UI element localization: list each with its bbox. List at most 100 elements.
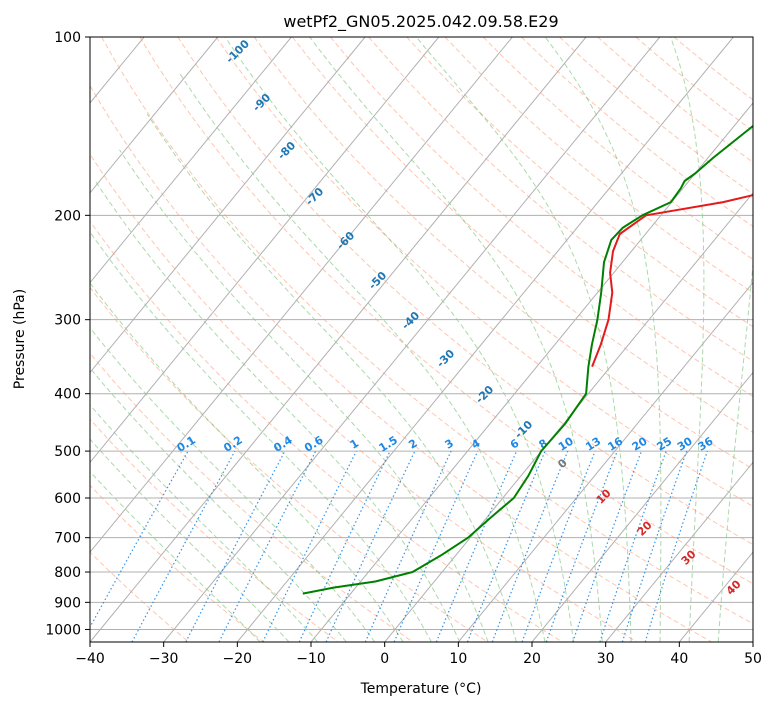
x-tick-label: 40	[670, 651, 688, 667]
dry-adiabat	[90, 352, 414, 642]
isotherm-line	[0, 37, 70, 642]
moist-adiabat	[224, 37, 575, 642]
x-tick-label: 10	[449, 651, 467, 667]
isotherm-line	[384, 192, 753, 642]
mixing-ratio-line	[644, 450, 708, 642]
y-tick-label: 100	[54, 30, 81, 46]
isotherm-label: 20	[635, 518, 655, 538]
y-tick-label: 800	[54, 565, 81, 581]
dry-adiabat	[101, 37, 753, 625]
dry-adiabat	[90, 286, 488, 642]
mixing-ratio-line	[491, 450, 569, 642]
dry-adiabat	[406, 37, 753, 328]
y-tick-label: 200	[54, 208, 81, 224]
dewpoint-profile	[302, 124, 753, 595]
moist-adiabat	[717, 258, 753, 642]
isotherm-label: 40	[724, 577, 744, 597]
dry-adiabat	[90, 220, 563, 642]
plot-frame	[89, 36, 754, 643]
mixing-ratio-line	[545, 450, 618, 642]
isotherm-line	[90, 37, 292, 284]
background-line-labels: 0.1 0.2 0.4 0.6 1 1.5 2 3 4 6 8 10 13 16 20 25 30 36-100-…	[175, 37, 744, 598]
x-tick-label: −40	[75, 651, 105, 667]
dry-adiabat	[292, 37, 753, 433]
dry-adiabat	[90, 484, 264, 642]
x-tick-label: −10	[296, 651, 326, 667]
y-tick-label: 1000	[45, 622, 81, 638]
isotherm-line	[531, 371, 753, 642]
isotherm-line	[752, 641, 753, 642]
mixing-ratio-line	[262, 450, 357, 642]
moist-adiabat	[670, 37, 705, 642]
y-tick-label: 900	[54, 595, 81, 611]
dry-adiabat	[368, 37, 753, 362]
moist-adiabat	[90, 470, 261, 642]
x-tick-label: 0	[380, 651, 389, 667]
isotherm-label: -10	[512, 418, 535, 441]
dry-adiabat	[253, 37, 753, 470]
x-tick-label: 30	[597, 651, 615, 667]
dry-adiabat	[90, 418, 339, 642]
isotherm-label: -90	[250, 91, 273, 114]
moist-adiabat	[90, 367, 347, 642]
mixing-ratio-label: 3	[443, 437, 456, 452]
isotherm-line	[90, 37, 513, 553]
mixing-ratio-label: 1.5	[377, 433, 400, 454]
y-tick-label: 400	[54, 387, 81, 403]
moist-adiabat	[90, 438, 290, 642]
moist-adiabat	[90, 282, 404, 642]
mixing-ratio-line	[466, 450, 546, 642]
mixing-ratio-line	[521, 450, 596, 642]
isotherm-label: -60	[334, 229, 357, 252]
mixing-ratio-line	[218, 450, 317, 642]
moist-adiabat	[309, 37, 603, 642]
dry-adiabat	[90, 84, 712, 642]
isotherm-label: -30	[434, 347, 457, 370]
mixing-ratio-line	[621, 450, 688, 642]
mixing-ratio-line	[435, 450, 518, 642]
mixing-ratio-line	[364, 450, 452, 642]
mixing-ratio-line	[599, 450, 667, 642]
isotherm-line	[90, 37, 219, 194]
mixing-ratio-label: 0.1	[175, 433, 198, 454]
moist-adiabat	[90, 327, 376, 642]
isotherm-line	[90, 37, 440, 464]
chart-title: wetPf2_GN05.2025.042.09.58.E29	[283, 12, 558, 32]
isotherm-label: -50	[366, 269, 389, 292]
y-tick-label: 700	[54, 531, 81, 547]
isotherm-line	[457, 281, 753, 642]
isotherm-line	[90, 37, 587, 642]
mixing-ratio-line	[90, 450, 189, 629]
x-tick-label: 20	[523, 651, 541, 667]
isotherm-label: -40	[399, 309, 422, 332]
profile-lines	[302, 124, 753, 595]
dry-adiabat	[215, 37, 753, 507]
dry-adiabat	[90, 153, 638, 642]
mixing-ratio-label: 4	[469, 436, 483, 451]
isotherm-line	[236, 37, 734, 642]
y-axis-label: Pressure (hPa)	[12, 289, 28, 389]
moist-adiabat	[178, 72, 546, 642]
dry-adiabat	[139, 37, 753, 585]
dry-adiabat	[444, 37, 753, 294]
dry-adiabat	[559, 37, 753, 195]
axes: −40 −30 −20 −10 0 10 20 30 40 50 100 200 300 400 500 60…	[45, 30, 762, 667]
plot-background-lines	[0, 37, 753, 642]
mixing-ratio-line	[572, 450, 643, 642]
isotherm-label: 10	[594, 486, 614, 506]
dry-adiabat	[90, 551, 190, 642]
isotherm-line	[605, 461, 753, 642]
moist-adiabat	[94, 180, 461, 642]
mixing-ratio-label: 1	[348, 437, 361, 452]
x-tick-label: −30	[149, 651, 179, 667]
x-axis-label: Temperature (°C)	[360, 681, 482, 697]
moist-adiabat	[415, 37, 632, 642]
x-tick-label: −20	[223, 651, 253, 667]
isotherm-line	[310, 102, 753, 642]
moist-adiabat	[544, 37, 662, 642]
isotherm-line	[90, 37, 366, 374]
mixing-ratio-line	[131, 450, 236, 642]
mixing-ratio-line	[185, 450, 286, 642]
x-tick-label: 50	[744, 651, 762, 667]
